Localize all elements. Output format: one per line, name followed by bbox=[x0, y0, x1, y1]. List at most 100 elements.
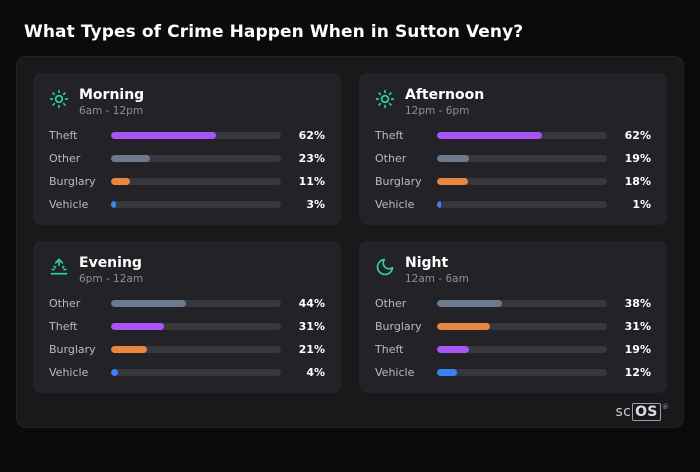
bar-label: Theft bbox=[375, 343, 404, 357]
bar-fill bbox=[437, 201, 441, 209]
bar-row-burglary: Burglary 11% bbox=[49, 175, 325, 188]
bar-track bbox=[437, 323, 607, 331]
bar-label: Burglary bbox=[375, 175, 422, 189]
bar-fill bbox=[111, 178, 130, 186]
card-time-range: 12am - 6am bbox=[405, 273, 469, 286]
bar-percentage: 62% bbox=[298, 129, 325, 143]
bar-percentage: 62% bbox=[624, 129, 651, 143]
bar-label: Vehicle bbox=[375, 366, 415, 380]
bar-row-burglary: Burglary 18% bbox=[375, 175, 651, 188]
bar-track bbox=[437, 300, 607, 308]
bar-fill bbox=[111, 201, 117, 209]
card-title: Evening bbox=[79, 255, 142, 272]
bar-track bbox=[111, 178, 281, 186]
bar-fill bbox=[437, 346, 470, 354]
bar-label: Other bbox=[375, 152, 407, 166]
card-title: Afternoon bbox=[405, 87, 485, 103]
card-evening-header: Evening 6pm - 12am bbox=[49, 255, 325, 285]
bar-percentage: 21% bbox=[298, 343, 325, 357]
card-morning-heading: Morning 6am - 12pm bbox=[79, 87, 144, 117]
bar-row-theft: Theft 62% bbox=[49, 129, 325, 142]
bar-fill bbox=[111, 346, 147, 354]
bar-track bbox=[437, 201, 607, 209]
sun-icon bbox=[375, 89, 395, 109]
card-night-header: Night 12am - 6am bbox=[375, 255, 651, 285]
bar-label: Theft bbox=[375, 129, 404, 143]
bar-row-vehicle: Vehicle 3% bbox=[49, 198, 325, 211]
bar-label: Vehicle bbox=[49, 198, 89, 212]
bar-fill bbox=[437, 300, 502, 308]
bar-label: Burglary bbox=[49, 175, 96, 189]
bar-label: Theft bbox=[49, 320, 78, 334]
card-morning-header: Morning 6am - 12pm bbox=[49, 87, 325, 117]
sun-icon bbox=[49, 89, 69, 109]
bar-fill bbox=[111, 369, 118, 377]
card-time-range: 6am - 12pm bbox=[79, 105, 144, 118]
card-title: Morning bbox=[79, 87, 145, 103]
page-title: What Types of Crime Happen When in Sutto… bbox=[24, 22, 524, 42]
bar-track bbox=[437, 132, 607, 140]
bar-row-vehicle: Vehicle 4% bbox=[49, 366, 325, 379]
bar-track bbox=[111, 300, 281, 308]
bar-track bbox=[111, 155, 281, 163]
card-evening-heading: Evening 6pm - 12am bbox=[79, 255, 143, 285]
bar-fill bbox=[111, 155, 151, 163]
bar-row-vehicle: Vehicle 1% bbox=[375, 198, 651, 211]
bar-track bbox=[437, 369, 607, 377]
bar-percentage: 12% bbox=[624, 366, 651, 380]
dashboard-panel: Morning 6am - 12pm Theft 62% Other 23% B… bbox=[16, 56, 684, 428]
bar-fill bbox=[437, 155, 470, 163]
bar-track bbox=[111, 323, 281, 331]
bar-percentage: 1% bbox=[632, 198, 651, 212]
bar-label: Vehicle bbox=[375, 198, 415, 212]
bar-track bbox=[437, 155, 607, 163]
card-time-range: 12pm - 6pm bbox=[405, 105, 470, 118]
bar-percentage: 11% bbox=[298, 175, 325, 189]
bar-row-other: Other 23% bbox=[49, 152, 325, 165]
card-time-range: 6pm - 12am bbox=[79, 273, 144, 286]
bar-label: Other bbox=[375, 297, 407, 311]
card-afternoon-header: Afternoon 12pm - 6pm bbox=[375, 87, 651, 117]
bar-fill bbox=[111, 323, 164, 331]
bar-fill bbox=[111, 300, 186, 308]
bar-percentage: 19% bbox=[624, 343, 651, 357]
bar-label: Theft bbox=[49, 129, 78, 143]
sunrise-icon bbox=[50, 258, 68, 275]
card-afternoon-heading: Afternoon 12pm - 6pm bbox=[405, 87, 484, 117]
bar-percentage: 18% bbox=[624, 175, 651, 189]
card-title: Night bbox=[405, 255, 449, 272]
bar-label: Burglary bbox=[49, 343, 96, 357]
bar-percentage: 23% bbox=[298, 152, 325, 166]
bar-row-theft: Theft 19% bbox=[375, 343, 651, 356]
card-morning: Morning 6am - 12pm Theft 62% Other 23% B… bbox=[33, 73, 341, 226]
card-afternoon: Afternoon 12pm - 6pm Theft 62% Other 19%… bbox=[359, 73, 667, 226]
brand-boxed: OS bbox=[632, 403, 661, 421]
bar-row-theft: Theft 31% bbox=[49, 320, 325, 333]
brand-logo: sc OS ® bbox=[616, 403, 670, 421]
bar-row-other: Other 19% bbox=[375, 152, 651, 165]
bar-track bbox=[437, 178, 607, 186]
bar-row-burglary: Burglary 21% bbox=[49, 343, 325, 356]
brand-prefix: sc bbox=[615, 404, 632, 420]
bar-track bbox=[111, 369, 281, 377]
bar-row-other: Other 44% bbox=[49, 297, 325, 310]
bar-percentage: 38% bbox=[624, 297, 651, 311]
card-night: Night 12am - 6am Other 38% Burglary 31% … bbox=[359, 241, 667, 394]
bar-label: Vehicle bbox=[49, 366, 89, 380]
bar-fill bbox=[437, 323, 490, 331]
bar-percentage: 31% bbox=[298, 320, 325, 334]
bar-fill bbox=[437, 178, 468, 186]
moon-icon bbox=[376, 258, 394, 276]
bar-percentage: 3% bbox=[306, 198, 325, 212]
bar-track bbox=[111, 201, 281, 209]
bar-fill bbox=[437, 132, 543, 140]
bar-row-other: Other 38% bbox=[375, 297, 651, 310]
registered-mark: ® bbox=[661, 403, 669, 411]
bar-fill bbox=[437, 369, 458, 377]
bar-label: Burglary bbox=[375, 320, 422, 334]
bar-track bbox=[111, 346, 281, 354]
bar-percentage: 19% bbox=[624, 152, 651, 166]
bar-fill bbox=[111, 132, 217, 140]
bar-row-burglary: Burglary 31% bbox=[375, 320, 651, 333]
bar-label: Other bbox=[49, 297, 81, 311]
